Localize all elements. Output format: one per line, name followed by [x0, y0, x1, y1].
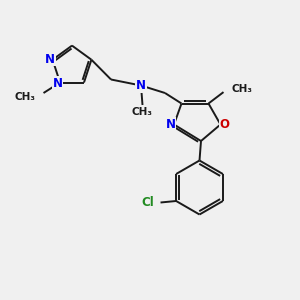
Text: CH₃: CH₃	[132, 106, 153, 117]
Text: N: N	[165, 118, 176, 131]
Text: CH₃: CH₃	[232, 84, 253, 94]
Text: Cl: Cl	[141, 196, 154, 209]
Text: N: N	[45, 52, 55, 66]
Text: O: O	[220, 118, 230, 131]
Text: CH₃: CH₃	[14, 92, 35, 102]
Text: N: N	[136, 79, 146, 92]
Text: N: N	[52, 76, 63, 90]
